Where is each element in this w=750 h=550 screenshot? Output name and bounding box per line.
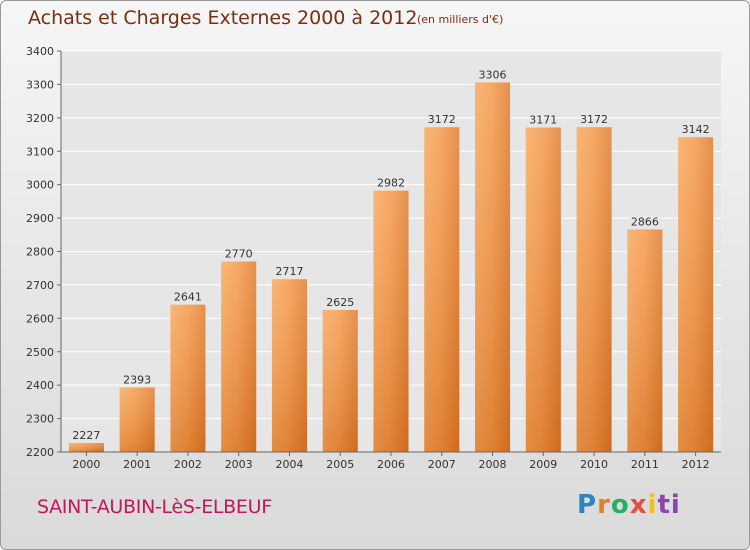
bar-shading — [119, 387, 155, 452]
y-tick-label: 3000 — [26, 179, 54, 192]
x-axis-ticks: 2000 2001 2002 2003 2004 2005 2006 2007 2008 2009… — [72, 452, 710, 471]
logo-letter: o — [610, 490, 630, 520]
bar-shading — [475, 82, 511, 452]
y-tick-label: 3100 — [26, 145, 54, 158]
bar-shading — [322, 309, 358, 452]
logo-letter: ti — [657, 490, 681, 520]
bar-shading — [373, 190, 409, 452]
bar-shading — [627, 229, 663, 452]
value-label-2006: 2982 — [377, 177, 405, 190]
y-tick-label: 2500 — [26, 346, 54, 359]
x-tick-label-2012: 2012 — [682, 458, 710, 471]
value-label-2011: 2866 — [631, 215, 659, 228]
value-label-2004: 2717 — [275, 265, 303, 278]
bar-shading — [271, 279, 307, 452]
x-tick-label-2002: 2002 — [174, 458, 202, 471]
y-tick-label: 2300 — [26, 413, 54, 426]
y-tick-label: 3300 — [26, 78, 54, 91]
value-label-2010: 3172 — [580, 113, 608, 126]
bar-shading — [170, 304, 206, 452]
bar-shading — [68, 442, 104, 452]
logo-letter: x — [629, 490, 648, 520]
y-tick-label: 2800 — [26, 246, 54, 259]
chart-title: Achats et Charges Externes 2000 à 2012 — [28, 7, 418, 29]
x-tick-label-2011: 2011 — [631, 458, 659, 471]
x-tick-label-2006: 2006 — [377, 458, 405, 471]
bar-shading — [424, 127, 460, 452]
bars — [68, 82, 714, 452]
x-tick-label-2001: 2001 — [123, 458, 151, 471]
logo-letter: r — [597, 490, 611, 520]
value-label-2008: 3306 — [479, 68, 507, 81]
value-label-2001: 2393 — [123, 374, 151, 387]
x-tick-label-2010: 2010 — [580, 458, 608, 471]
value-label-2012: 3142 — [682, 123, 710, 136]
place-name: SAINT-AUBIN-LèS-ELBEUF — [37, 496, 272, 518]
value-label-2009: 3171 — [529, 114, 557, 127]
value-label-2007: 3172 — [428, 113, 456, 126]
bar-shading — [678, 137, 714, 452]
y-tick-label: 3200 — [26, 112, 54, 125]
x-tick-label-2008: 2008 — [479, 458, 507, 471]
value-label-2000: 2227 — [72, 429, 100, 442]
y-tick-label: 3400 — [26, 45, 54, 58]
bar-shading — [525, 127, 561, 452]
x-tick-label-2009: 2009 — [529, 458, 557, 471]
value-labels: 2227 2393 2641 2770 2717 2625 2982 3172 3306 3171… — [72, 68, 709, 442]
y-tick-label: 2600 — [26, 312, 54, 325]
value-label-2003: 2770 — [225, 248, 253, 261]
y-tick-label: 2200 — [26, 446, 54, 459]
x-tick-label-2005: 2005 — [326, 458, 354, 471]
bar-shading — [576, 127, 612, 452]
x-tick-label-2004: 2004 — [275, 458, 303, 471]
logo-letter: i — [647, 490, 658, 520]
x-tick-label-2007: 2007 — [428, 458, 456, 471]
y-axis-ticks: 2200 2300 2400 2500 2600 2700 2800 2900 3000 3100… — [26, 45, 61, 459]
y-tick-label: 2400 — [26, 379, 54, 392]
logo-letter: P — [577, 490, 598, 520]
value-label-2005: 2625 — [326, 296, 354, 309]
proxiti-logo[interactable]: Proxiti — [577, 490, 681, 520]
y-tick-label: 2900 — [26, 212, 54, 225]
value-label-2002: 2641 — [174, 291, 202, 304]
x-tick-label-2000: 2000 — [72, 458, 100, 471]
x-tick-label-2003: 2003 — [225, 458, 253, 471]
bar-shading — [221, 261, 257, 452]
chart-unit-note: (en milliers d'€) — [417, 13, 504, 26]
y-tick-label: 2700 — [26, 279, 54, 292]
